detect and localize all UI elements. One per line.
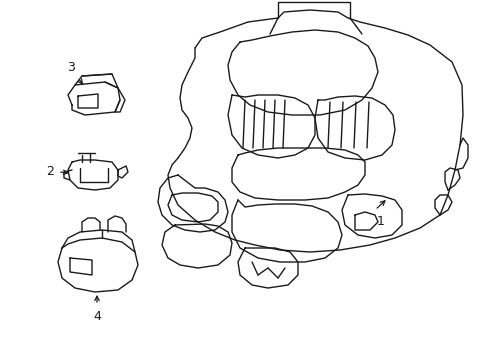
- Text: 1: 1: [376, 215, 384, 228]
- Text: 4: 4: [93, 310, 101, 323]
- Text: 2: 2: [46, 166, 54, 179]
- Text: 3: 3: [67, 61, 75, 74]
